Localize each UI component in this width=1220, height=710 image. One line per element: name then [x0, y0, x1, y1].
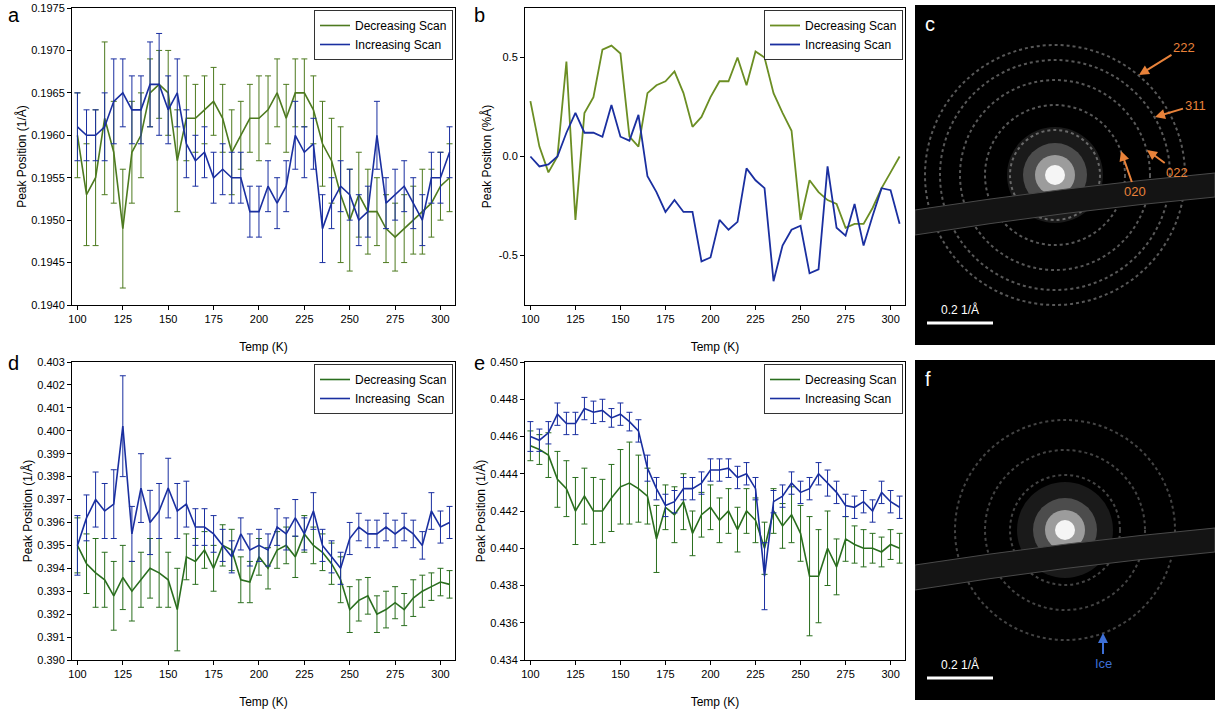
svg-text:Decreasing Scan: Decreasing Scan [805, 373, 896, 387]
svg-text:200: 200 [250, 668, 268, 680]
svg-text:0.442: 0.442 [490, 505, 518, 517]
svg-text:0.399: 0.399 [37, 448, 65, 460]
svg-text:150: 150 [611, 313, 629, 325]
svg-text:300: 300 [881, 668, 899, 680]
svg-text:250: 250 [341, 313, 359, 325]
svg-text:100: 100 [521, 313, 539, 325]
svg-text:0.400: 0.400 [37, 425, 65, 437]
svg-text:Increasing Scan: Increasing Scan [805, 392, 891, 406]
svg-text:0.444: 0.444 [490, 468, 518, 480]
svg-text:150: 150 [159, 668, 177, 680]
svg-text:250: 250 [791, 313, 809, 325]
svg-text:225: 225 [295, 313, 313, 325]
svg-text:Temp (K): Temp (K) [691, 340, 740, 354]
svg-text:125: 125 [566, 313, 584, 325]
svg-text:Temp (K): Temp (K) [239, 695, 288, 709]
svg-text:Peak Position (1/Å): Peak Position (1/Å) [20, 460, 35, 563]
svg-text:0.402: 0.402 [37, 379, 65, 391]
svg-text:Decreasing Scan: Decreasing Scan [355, 373, 446, 387]
svg-text:175: 175 [656, 668, 674, 680]
svg-text:0.391: 0.391 [37, 631, 65, 643]
svg-text:275: 275 [386, 668, 404, 680]
svg-text:275: 275 [836, 313, 854, 325]
svg-text:Increasing Scan: Increasing Scan [355, 38, 441, 52]
svg-text:175: 175 [656, 313, 674, 325]
svg-text:0.436: 0.436 [490, 617, 518, 629]
svg-text:0.2 1/Å: 0.2 1/Å [941, 302, 979, 317]
svg-text:0.448: 0.448 [490, 393, 518, 405]
svg-text:Peak Position (1/Å): Peak Position (1/Å) [14, 105, 29, 208]
svg-text:0.1975: 0.1975 [31, 2, 65, 14]
svg-text:0.1955: 0.1955 [31, 172, 65, 184]
svg-text:0.434: 0.434 [490, 654, 518, 666]
svg-text:175: 175 [204, 668, 222, 680]
svg-text:150: 150 [611, 668, 629, 680]
svg-text:Decreasing Scan: Decreasing Scan [355, 19, 446, 33]
svg-text:022: 022 [1166, 165, 1188, 180]
svg-text:0.390: 0.390 [37, 654, 65, 666]
svg-text:Increasing Scan: Increasing Scan [355, 392, 444, 406]
svg-text:0.1965: 0.1965 [31, 87, 65, 99]
svg-text:125: 125 [114, 313, 132, 325]
svg-text:0.403: 0.403 [37, 356, 65, 368]
svg-text:0.398: 0.398 [37, 470, 65, 482]
svg-text:0.392: 0.392 [37, 608, 65, 620]
svg-text:d: d [8, 352, 19, 374]
svg-text:0.395: 0.395 [37, 539, 65, 551]
svg-text:0.1960: 0.1960 [31, 129, 65, 141]
svg-text:200: 200 [701, 668, 719, 680]
svg-text:Peak Position (%Å): Peak Position (%Å) [479, 105, 494, 208]
svg-text:0.450: 0.450 [490, 356, 518, 368]
svg-text:125: 125 [114, 668, 132, 680]
svg-text:0.1970: 0.1970 [31, 44, 65, 56]
svg-text:Peak Position (1/Å): Peak Position (1/Å) [473, 460, 488, 563]
svg-text:-0.5: -0.5 [499, 249, 518, 261]
svg-text:f: f [925, 368, 931, 390]
svg-text:175: 175 [204, 313, 222, 325]
svg-text:250: 250 [791, 668, 809, 680]
svg-text:0.1940: 0.1940 [31, 299, 65, 311]
svg-text:150: 150 [159, 313, 177, 325]
svg-text:Temp (K): Temp (K) [239, 340, 288, 354]
svg-text:100: 100 [68, 668, 86, 680]
svg-text:0.396: 0.396 [37, 516, 65, 528]
svg-text:275: 275 [836, 668, 854, 680]
svg-text:Increasing Scan: Increasing Scan [805, 38, 891, 52]
svg-text:300: 300 [431, 313, 449, 325]
svg-text:0.440: 0.440 [490, 542, 518, 554]
svg-text:0.1950: 0.1950 [31, 214, 65, 226]
svg-text:200: 200 [250, 313, 268, 325]
svg-text:100: 100 [521, 668, 539, 680]
svg-text:020: 020 [1124, 184, 1146, 199]
svg-text:125: 125 [566, 668, 584, 680]
svg-text:0.401: 0.401 [37, 402, 65, 414]
svg-text:0.5: 0.5 [503, 51, 518, 63]
svg-text:300: 300 [881, 313, 899, 325]
svg-text:225: 225 [295, 668, 313, 680]
svg-text:e: e [474, 352, 485, 374]
svg-text:100: 100 [68, 313, 86, 325]
svg-text:225: 225 [746, 668, 764, 680]
svg-text:0.2 1/Å: 0.2 1/Å [941, 657, 979, 672]
svg-text:Ice: Ice [1095, 656, 1112, 671]
svg-text:Temp (K): Temp (K) [691, 695, 740, 709]
svg-text:b: b [474, 4, 485, 26]
svg-text:222: 222 [1173, 40, 1195, 55]
svg-text:250: 250 [341, 668, 359, 680]
svg-text:300: 300 [431, 668, 449, 680]
svg-text:c: c [925, 13, 935, 35]
svg-text:225: 225 [746, 313, 764, 325]
svg-text:0.0: 0.0 [503, 150, 518, 162]
svg-text:0.438: 0.438 [490, 579, 518, 591]
svg-text:0.446: 0.446 [490, 430, 518, 442]
svg-text:0.394: 0.394 [37, 562, 65, 574]
svg-text:200: 200 [701, 313, 719, 325]
svg-text:0.1945: 0.1945 [31, 256, 65, 268]
svg-text:a: a [8, 4, 20, 26]
svg-text:Decreasing Scan: Decreasing Scan [805, 19, 896, 33]
svg-text:311: 311 [1185, 98, 1206, 113]
svg-text:0.397: 0.397 [37, 493, 65, 505]
svg-text:0.393: 0.393 [37, 585, 65, 597]
svg-text:275: 275 [386, 313, 404, 325]
